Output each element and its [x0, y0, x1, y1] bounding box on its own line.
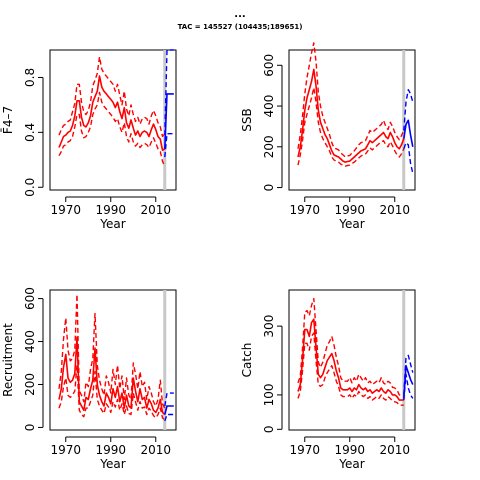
recruitment-forecast-lower-bound: [164, 413, 174, 422]
fbar-x-tick-label: 2010: [140, 203, 171, 217]
catch-y-tick-label: 100: [262, 383, 276, 406]
recruitment-y-tick-label: 200: [23, 373, 37, 396]
ssb-plot-frame: [288, 49, 416, 191]
ssb-x-tick-label: 1970: [289, 203, 320, 217]
recruitment-y-tick-label: 400: [23, 330, 37, 353]
fbar-y-tick-label: 0.0: [23, 178, 37, 197]
fbar-forecast-upper-bound: [164, 49, 174, 136]
fbar-y-axis-label: F̄4–7: [1, 106, 15, 134]
recruitment-x-tick-label: 1990: [95, 443, 126, 457]
ssb-panel: 1970 1990 2010 Year 0 200 400 600 SSB: [240, 42, 416, 231]
fbar-panel: 1970 1990 2010 Year 0.0 0.4 0.8 F̄4–7: [1, 49, 177, 231]
recruitment-y-tick-label: 0: [23, 424, 37, 432]
catch-panel: 1970 1990 2010 Year 0 100 300 Catch: [240, 289, 416, 471]
recruitment-x-axis-label: Year: [99, 457, 125, 471]
catch-history-estimate: [297, 318, 404, 401]
recruitment-y-axis-label: Recruitment: [1, 323, 15, 397]
ssb-forecast-upper-bound: [403, 88, 414, 131]
catch-y-axis-label: Catch: [240, 343, 254, 378]
recruitment-plot-frame: [49, 289, 177, 431]
fbar-y-tick-label: 0.8: [23, 68, 37, 87]
fbar-forecast-lower-bound: [164, 132, 174, 158]
ssb-y-axis-label: SSB: [240, 108, 254, 131]
ssb-history-lower-bound: [297, 86, 405, 167]
recruitment-history-upper-bound: [58, 293, 166, 409]
fbar-plot-frame: [49, 49, 177, 191]
tac-subtitle: TAC = 145527 (104435;189651): [177, 23, 303, 31]
ssb-history-upper-bound: [297, 42, 405, 158]
ssb-y-tick-label: 400: [262, 95, 276, 118]
recruitment-forecast-upper-bound: [164, 392, 174, 407]
catch-x-tick-label: 1990: [334, 443, 365, 457]
recruitment-x-tick-label: 2010: [140, 443, 171, 457]
catch-x-tick-label: 2010: [379, 443, 410, 457]
fbar-history-estimate: [58, 75, 166, 151]
recruitment-forecast-estimate: [164, 405, 174, 415]
ssb-x-tick-label: 2010: [379, 203, 410, 217]
catch-plot-frame: [288, 289, 416, 431]
ssb-forecast-estimate: [403, 119, 414, 147]
catch-x-tick-label: 1970: [289, 443, 320, 457]
catch-history-lower-bound: [297, 332, 404, 406]
recruitment-history-lower-bound: [58, 364, 166, 421]
ssb-y-tick-label: 200: [262, 135, 276, 158]
catch-forecast-estimate: [403, 364, 414, 399]
ssb-forecast-lower-bound: [403, 141, 414, 174]
fbar-history-lower-bound: [58, 91, 166, 167]
fbar-forecast-estimate: [164, 93, 174, 149]
ssb-x-axis-label: Year: [338, 217, 364, 231]
catch-y-tick-label: 300: [262, 315, 276, 338]
ssb-x-tick-label: 1990: [334, 203, 365, 217]
fbar-x-tick-label: 1970: [50, 203, 81, 217]
fbar-y-tick-label: 0.4: [23, 123, 37, 142]
fbar-x-tick-label: 1990: [95, 203, 126, 217]
ssb-y-tick-label: 600: [262, 54, 276, 77]
catch-history-upper-bound: [297, 297, 404, 396]
recruitment-history-estimate: [58, 336, 166, 416]
ssb-y-tick-label: 0: [262, 184, 276, 192]
recruitment-x-tick-label: 1970: [50, 443, 81, 457]
catch-y-tick-label: 0: [262, 425, 276, 433]
recruitment-panel: 1970 1990 2010 Year 0 200 400 600 Recruitment: [1, 287, 177, 471]
recruitment-y-tick-label: 600: [23, 287, 37, 310]
fbar-history-upper-bound: [58, 56, 166, 138]
figure-title: ...: [234, 9, 246, 20]
ssb-history-estimate: [297, 68, 405, 163]
fbar-x-axis-label: Year: [99, 217, 125, 231]
catch-x-axis-label: Year: [338, 457, 364, 471]
